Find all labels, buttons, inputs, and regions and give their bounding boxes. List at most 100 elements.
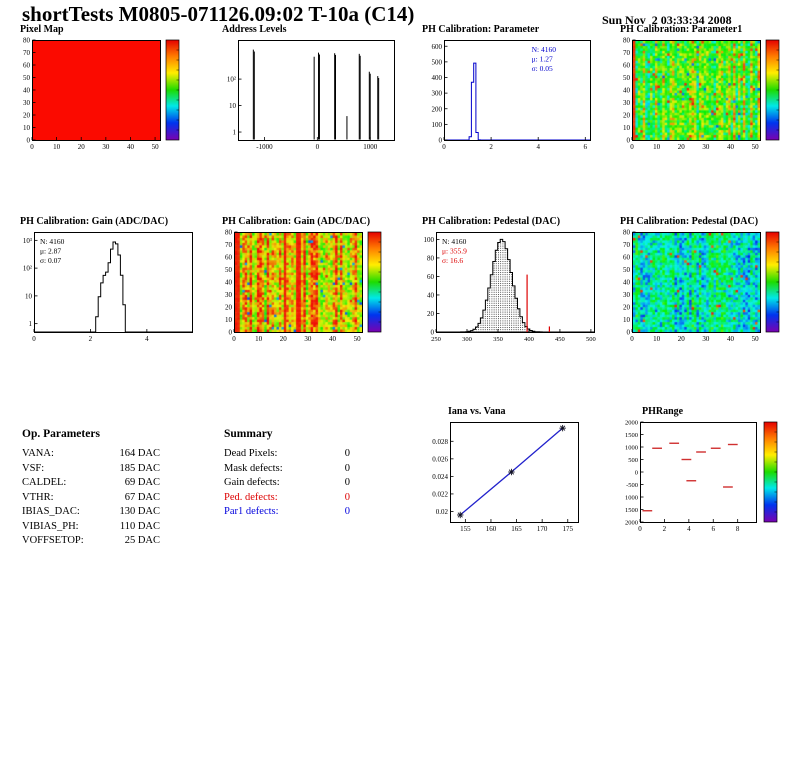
svg-text:-1000: -1000 bbox=[256, 143, 273, 151]
svg-text:500: 500 bbox=[586, 336, 596, 343]
svg-text:50: 50 bbox=[623, 266, 631, 274]
summary-row: Mask defects: 0 bbox=[224, 462, 350, 477]
pedestal-hist-plot: 250 300 350 400 450 500 0 20 40 60 80 100 N: 4160μ: … bbox=[424, 232, 596, 343]
svg-text:2000: 2000 bbox=[625, 420, 638, 427]
chart-title: Iana vs. Vana bbox=[448, 406, 506, 417]
svg-text:-500: -500 bbox=[626, 482, 638, 489]
parameter-label: VANA: bbox=[22, 448, 54, 459]
svg-text:0: 0 bbox=[638, 525, 642, 533]
svg-text:0: 0 bbox=[232, 335, 236, 343]
svg-text:40: 40 bbox=[329, 335, 337, 343]
svg-text:σ: 0.07: σ: 0.07 bbox=[40, 256, 61, 265]
svg-text:50: 50 bbox=[623, 74, 631, 82]
parameter-value: 164 DAC bbox=[119, 448, 160, 459]
panel-iana-vana: Iana vs. Vana 155 160 165 170 175 0.02 0.022 0.… bbox=[410, 406, 606, 558]
summary-block: Summary Dead Pixels: 0 Mask defects: 0 Gain … bbox=[224, 428, 350, 520]
panel-gain-hist: PH Calibration: Gain (ADC/DAC) 0 2 4 1 10 10²… bbox=[8, 216, 204, 368]
svg-text:70: 70 bbox=[23, 49, 31, 57]
svg-text:30: 30 bbox=[102, 143, 110, 151]
summary-label: Ped. defects: bbox=[224, 491, 278, 503]
svg-text:60: 60 bbox=[225, 254, 233, 262]
page-title: shortTests M0805-071126.09:02 T-10a (C14… bbox=[22, 2, 415, 26]
chart-title: PH Calibration: Gain (ADC/DAC) bbox=[222, 216, 371, 227]
svg-text:2: 2 bbox=[89, 335, 93, 343]
svg-text:0.028: 0.028 bbox=[432, 438, 448, 446]
parameter-row: VSF: 185 DAC bbox=[22, 462, 160, 477]
svg-text:10: 10 bbox=[623, 316, 631, 324]
svg-text:40: 40 bbox=[623, 279, 631, 287]
svg-text:0: 0 bbox=[431, 329, 435, 337]
svg-text:10: 10 bbox=[225, 316, 233, 324]
chart-title: PH Calibration: Gain (ADC/DAC) bbox=[20, 216, 169, 227]
svg-text:160: 160 bbox=[486, 525, 497, 533]
chart-title: PH Calibration: Pedestal (DAC) bbox=[620, 216, 759, 227]
svg-text:100: 100 bbox=[432, 121, 443, 129]
parameter-value: 25 DAC bbox=[124, 535, 160, 546]
chart-title: Address Levels bbox=[222, 24, 287, 35]
svg-text:400: 400 bbox=[524, 336, 534, 343]
svg-text:0.024: 0.024 bbox=[432, 473, 448, 481]
svg-text:1500: 1500 bbox=[625, 507, 638, 514]
svg-text:0: 0 bbox=[316, 143, 320, 151]
svg-text:1000: 1000 bbox=[625, 495, 638, 502]
svg-text:0: 0 bbox=[27, 137, 31, 145]
heatmap-canvas bbox=[633, 41, 760, 140]
pixel-map-plot: 0 10 20 30 40 50 0 10 20 30 40 50 60 70 80 bbox=[23, 37, 180, 151]
svg-text:10²: 10² bbox=[227, 76, 236, 84]
parameter-label: CALDEL: bbox=[22, 477, 67, 488]
svg-text:10: 10 bbox=[255, 335, 263, 343]
svg-text:σ: 16.6: σ: 16.6 bbox=[442, 256, 463, 265]
summary-row: Dead Pixels: 0 bbox=[224, 447, 350, 462]
svg-text:40: 40 bbox=[623, 87, 631, 95]
svg-text:10: 10 bbox=[653, 335, 661, 343]
panel-pixel-map: Pixel Map 0 10 20 30 40 50 0 10 20 30 40 50 60 70 80 bbox=[8, 24, 204, 176]
svg-text:500: 500 bbox=[628, 457, 638, 464]
phrange-plot: 0 2 4 6 8 2000 1500 1000 500 0 -500 1000 1500 2000 bbox=[625, 420, 778, 533]
svg-text:70: 70 bbox=[225, 241, 233, 249]
svg-text:20: 20 bbox=[280, 335, 288, 343]
timestamp: Sun Nov 2 03:33:34 2008 bbox=[602, 13, 732, 27]
parameter-value: 185 DAC bbox=[119, 462, 160, 474]
parameter-value: 67 DAC bbox=[124, 491, 160, 503]
summary-row: Par1 defects: 0 bbox=[224, 505, 350, 520]
ph-parameter1-map-plot: 0 10 20 30 40 50 0 10 20 30 40 50 60 70 80 bbox=[623, 37, 780, 151]
svg-text:30: 30 bbox=[623, 99, 631, 107]
summary-value: 0 bbox=[344, 491, 350, 503]
svg-text:60: 60 bbox=[23, 62, 31, 70]
svg-text:2: 2 bbox=[663, 525, 667, 533]
svg-text:10²: 10² bbox=[23, 265, 32, 273]
summary-label: Par1 defects: bbox=[224, 506, 279, 517]
svg-text:30: 30 bbox=[225, 291, 233, 299]
svg-text:10: 10 bbox=[25, 292, 33, 300]
parameter-label: VIBIAS_PH: bbox=[22, 520, 79, 532]
svg-text:1: 1 bbox=[233, 129, 237, 137]
heatmap-canvas bbox=[633, 233, 760, 332]
svg-text:N: 4160: N: 4160 bbox=[532, 45, 557, 54]
svg-text:30: 30 bbox=[304, 335, 312, 343]
chart-title: Pixel Map bbox=[20, 24, 64, 35]
svg-text:500: 500 bbox=[432, 58, 443, 66]
svg-text:0.026: 0.026 bbox=[432, 455, 448, 463]
svg-text:20: 20 bbox=[623, 112, 631, 120]
svg-text:μ: 1.27: μ: 1.27 bbox=[532, 55, 553, 64]
svg-text:4: 4 bbox=[687, 525, 691, 533]
op-parameters-block: Op. Parameters VANA: 164 DAC VSF: 185 DAC CA… bbox=[22, 428, 160, 549]
summary-label: Dead Pixels: bbox=[224, 448, 278, 459]
svg-text:30: 30 bbox=[623, 291, 631, 299]
svg-text:N: 4160: N: 4160 bbox=[442, 237, 467, 246]
parameter-row: CALDEL: 69 DAC bbox=[22, 476, 160, 491]
svg-text:2: 2 bbox=[489, 143, 493, 151]
summary-rows: Dead Pixels: 0 Mask defects: 0 Gain defects:… bbox=[224, 447, 350, 520]
svg-text:8: 8 bbox=[736, 525, 740, 533]
svg-text:20: 20 bbox=[427, 310, 435, 318]
svg-text:400: 400 bbox=[432, 74, 443, 82]
svg-text:10: 10 bbox=[623, 124, 631, 132]
svg-text:0: 0 bbox=[442, 143, 446, 151]
parameter-value: 110 DAC bbox=[119, 520, 160, 532]
parameter-label: VTHR: bbox=[22, 491, 54, 503]
summary-value: 0 bbox=[344, 448, 350, 459]
svg-text:0.02: 0.02 bbox=[436, 508, 449, 516]
svg-text:1000: 1000 bbox=[625, 445, 638, 452]
